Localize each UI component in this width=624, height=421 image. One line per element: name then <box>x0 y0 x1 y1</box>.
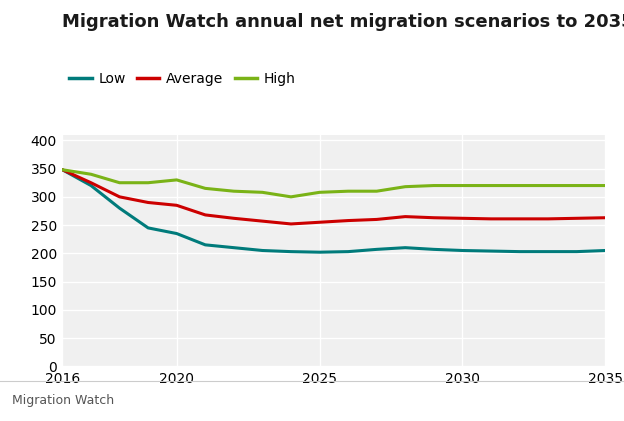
Text: C: C <box>573 394 582 408</box>
Text: Migration Watch: Migration Watch <box>12 394 115 407</box>
Text: B: B <box>509 394 519 408</box>
Text: Migration Watch annual net migration scenarios to 2035: Migration Watch annual net migration sce… <box>62 13 624 31</box>
Legend: Low, Average, High: Low, Average, High <box>69 72 296 86</box>
Text: B: B <box>541 394 551 408</box>
